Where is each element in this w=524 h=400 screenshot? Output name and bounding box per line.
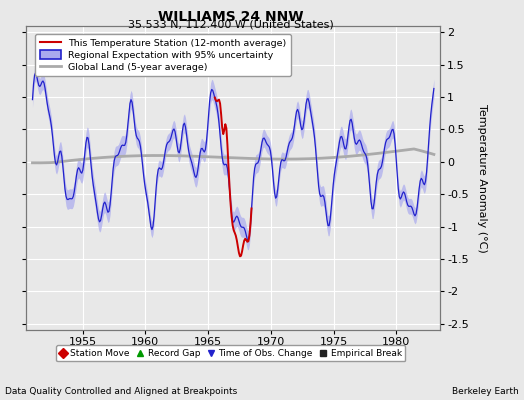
Legend: Station Move, Record Gap, Time of Obs. Change, Empirical Break: Station Move, Record Gap, Time of Obs. C… xyxy=(56,345,406,362)
Y-axis label: Temperature Anomaly (°C): Temperature Anomaly (°C) xyxy=(477,104,487,252)
Text: WILLIAMS 24 NNW: WILLIAMS 24 NNW xyxy=(158,10,303,24)
Text: 35.533 N, 112.400 W (United States): 35.533 N, 112.400 W (United States) xyxy=(128,19,333,29)
Text: Data Quality Controlled and Aligned at Breakpoints: Data Quality Controlled and Aligned at B… xyxy=(5,387,237,396)
Text: Berkeley Earth: Berkeley Earth xyxy=(452,387,519,396)
Legend: This Temperature Station (12-month average), Regional Expectation with 95% uncer: This Temperature Station (12-month avera… xyxy=(35,34,291,76)
